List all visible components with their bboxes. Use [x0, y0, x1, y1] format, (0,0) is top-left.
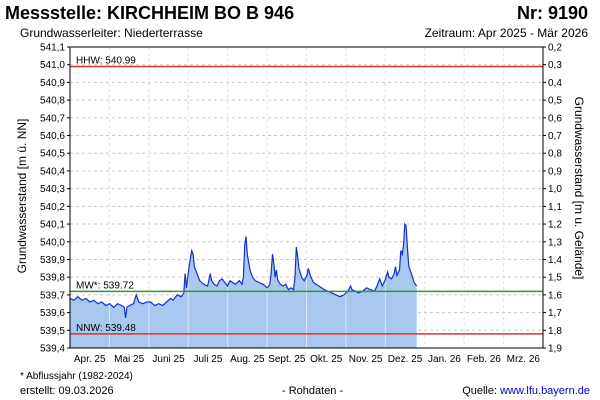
created-date: erstellt: 09.03.2026 — [20, 385, 114, 397]
x-tick-label: Jan. 26 — [428, 354, 461, 365]
y-axis-label-right: Grundwasserstand [m u. Gelände] — [572, 96, 586, 280]
y-tick-label-right: 1,9 — [548, 344, 562, 355]
plot-frame — [69, 46, 544, 349]
y-tick-label-left: 539,4 — [40, 344, 65, 355]
y-tick-label-left: 540,5 — [40, 149, 65, 160]
x-tick-label: Nov. 25 — [349, 354, 383, 365]
x-tick-label: Dez. 25 — [388, 354, 423, 365]
x-tick-label: Juli 25 — [194, 354, 223, 365]
y-tick-label-left: 540,7 — [40, 113, 65, 124]
x-tick-label: Apr. 25 — [74, 354, 106, 365]
y-tick-label-left: 541,0 — [40, 60, 65, 71]
y-tick-label-left: 540,2 — [40, 202, 65, 213]
x-tick-label: Sept. 25 — [268, 354, 306, 365]
y-tick-label-right: 1,2 — [548, 220, 562, 231]
y-tick-label-right: 1,0 — [548, 184, 562, 195]
aquifer-label: Grundwasserleiter: Niederterrasse — [20, 26, 203, 40]
y-tick-label-right: 1,8 — [548, 326, 562, 337]
y-tick-label-left: 540,9 — [40, 78, 65, 89]
y-tick-label-right: 0,8 — [548, 149, 562, 160]
y-tick-label-right: 1,7 — [548, 308, 562, 319]
x-tick-label: Mai 25 — [114, 354, 144, 365]
y-tick-label-right: 0,2 — [548, 43, 562, 54]
y-tick-label-left: 539,6 — [40, 308, 65, 319]
x-tick-label: Feb. 26 — [467, 354, 501, 365]
y-tick-label-left: 540,0 — [40, 237, 65, 248]
ref-label-hhw: HHW: 540.99 — [76, 55, 136, 66]
y-tick-label-left: 541,1 — [40, 43, 65, 54]
x-tick-label: Aug. 25 — [230, 354, 265, 365]
x-tick-label: Juni 25 — [152, 354, 185, 365]
x-tick-label: Mrz. 26 — [507, 354, 541, 365]
y-tick-label-right: 0,6 — [548, 113, 562, 124]
y-tick-label-right: 1,1 — [548, 202, 562, 213]
y-tick-label-left: 539,5 — [40, 326, 65, 337]
y-tick-label-right: 1,4 — [548, 255, 562, 266]
y-axis-label-left: Grundwasserstand [m ü. NN] — [15, 118, 29, 274]
y-tick-label-left: 540,8 — [40, 96, 65, 107]
y-tick-label-left: 539,8 — [40, 273, 65, 284]
y-tick-label-left: 540,1 — [40, 220, 65, 231]
footnote: * Abflussjahr (1982-2024) — [20, 371, 133, 382]
y-tick-label-left: 540,4 — [40, 166, 65, 177]
rawdata-note: - Rohdaten - — [282, 385, 344, 397]
y-tick-label-right: 0,3 — [548, 60, 562, 71]
station-title: Messstelle: KIRCHHEIM BO B 946 — [5, 3, 295, 23]
y-tick-label-right: 0,4 — [548, 78, 562, 89]
y-tick-label-left: 540,6 — [40, 131, 65, 142]
period-label: Zeitraum: Apr 2025 - Mär 2026 — [424, 26, 588, 40]
x-tick-label: Okt. 25 — [310, 354, 343, 365]
source-link[interactable]: www.lfu.bayern.de — [500, 385, 590, 397]
y-tick-label-right: 0,5 — [548, 96, 562, 107]
y-tick-label-left: 540,3 — [40, 184, 65, 195]
source-label: Quelle: — [462, 385, 501, 397]
y-tick-label-right: 1,6 — [548, 290, 562, 301]
y-tick-label-left: 539,9 — [40, 255, 65, 266]
y-tick-label-right: 0,7 — [548, 131, 562, 142]
ref-label-nnw: NNW: 539.48 — [76, 323, 136, 334]
y-tick-label-right: 0,9 — [548, 166, 562, 177]
y-tick-label-left: 539,7 — [40, 290, 65, 301]
station-number: Nr: 9190 — [516, 3, 588, 23]
y-tick-label-right: 1,3 — [548, 237, 562, 248]
ref-label-mw: MW*: 539.72 — [76, 280, 134, 291]
y-tick-label-right: 1,5 — [548, 273, 562, 284]
series-area — [70, 224, 417, 348]
source-note: Quelle: www.lfu.bayern.de — [462, 385, 590, 397]
